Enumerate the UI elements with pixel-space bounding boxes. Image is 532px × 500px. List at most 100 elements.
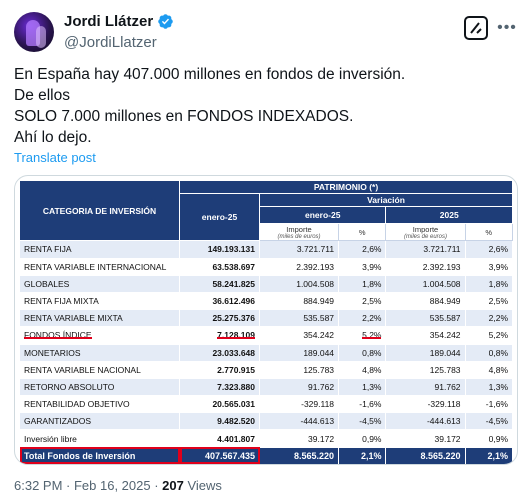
cell-text: 125.783 xyxy=(303,364,335,375)
cell-text: 2.392.193 xyxy=(296,261,335,272)
tweet-header: Jordi Llátzer @JordiLlatzer ••• xyxy=(14,10,518,54)
cell-text: Total Fondos de Inversión xyxy=(24,450,136,461)
grok-icon[interactable] xyxy=(464,16,488,40)
cell-pct1: 2,6% xyxy=(338,240,387,259)
cell-pct2: 2,5% xyxy=(464,291,514,311)
cell-imp1: 3.721.711 xyxy=(258,240,340,259)
author-handle[interactable]: @JordiLlatzer xyxy=(64,34,157,51)
table-row: RENTA VARIABLE INTERNACIONAL 63.538.697 2.… xyxy=(19,257,514,276)
category-header: CATEGORIA DE INVERSIÓN xyxy=(19,179,180,242)
cell-pct1: -4,5% xyxy=(338,412,387,431)
verified-badge-icon xyxy=(158,14,173,29)
cell-text: 2,2% xyxy=(488,313,508,324)
cell-text: -329.118 xyxy=(427,399,461,410)
cell-cat: GLOBALES xyxy=(19,274,180,293)
cell-text: 2.392.193 xyxy=(422,261,461,272)
cell-pct2: 1,8% xyxy=(464,274,514,293)
cell-total: 9.482.520 xyxy=(179,412,260,431)
cell-cat: GARANTIZADOS xyxy=(19,412,180,431)
cell-imp1: 125.783 xyxy=(258,360,340,379)
cell-text: 7.128.109 xyxy=(217,330,255,341)
cell-imp1: 2.392.193 xyxy=(258,257,340,276)
cell-text: 0,9% xyxy=(362,433,382,444)
cell-pct2: 1,3% xyxy=(464,377,514,397)
cell-imp2: 884.949 xyxy=(385,291,466,311)
cell-text: 4,8% xyxy=(362,364,382,375)
cell-cat: RENTABILIDAD OBJETIVO xyxy=(19,395,180,414)
cell-text: 25.275.376 xyxy=(212,313,255,324)
cell-text: -444.613 xyxy=(300,416,335,427)
cell-cat: RENTA FIJA xyxy=(19,240,180,259)
cell-text: 3,9% xyxy=(362,261,382,272)
enero-header: enero-25 xyxy=(179,192,260,242)
cell-cat: RETORNO ABSOLUTO xyxy=(19,377,180,397)
var-enero-header: enero-25 xyxy=(258,205,387,225)
cell-text: 4.401.807 xyxy=(217,433,255,444)
cell-text: 2,5% xyxy=(488,296,508,307)
cell-text: 1.004.508 xyxy=(296,278,335,289)
table-row: RETORNO ABSOLUTO 7.323.880 91.762 1,3% 91.76… xyxy=(19,377,514,397)
cell-cat: RENTA FIJA MIXTA xyxy=(19,291,180,311)
cell-text: 1.004.508 xyxy=(422,278,461,289)
cell-pct2: 0,8% xyxy=(464,343,514,362)
cell-text: 91.762 xyxy=(308,381,335,392)
cell-text: 63.538.697 xyxy=(212,261,255,272)
cell-cat: Inversión libre xyxy=(19,429,180,448)
cell-imp2: -444.613 xyxy=(385,412,466,431)
translate-post-link[interactable]: Translate post xyxy=(14,150,96,165)
tweet-line-1: En España hay 407.000 millones en fondos… xyxy=(14,66,406,83)
cell-text: 189.044 xyxy=(303,347,335,358)
views-label: Views xyxy=(183,478,222,493)
cell-total: 4.401.807 xyxy=(179,429,260,448)
cell-text: -4,5% xyxy=(359,416,382,427)
cell-text: 2,6% xyxy=(488,244,508,255)
cell-text: 1,3% xyxy=(488,381,508,392)
cell-pct1: 1,3% xyxy=(338,377,387,397)
cell-pct1: 2,2% xyxy=(338,309,387,328)
cell-text: 2,5% xyxy=(362,296,382,307)
display-name[interactable]: Jordi Llátzer xyxy=(64,13,154,30)
cell-text: 91.762 xyxy=(434,381,461,392)
cell-total: 23.033.648 xyxy=(179,343,260,362)
table-row: Inversión libre 4.401.807 39.172 0,9% 39.172… xyxy=(19,429,514,448)
cell-text: RETORNO ABSOLUTO xyxy=(24,381,115,392)
cell-pct2: -4,5% xyxy=(464,412,514,431)
cell-imp2: 354.242 xyxy=(385,326,466,345)
cell-text: 2.770.915 xyxy=(217,364,255,375)
cell-total: 63.538.697 xyxy=(179,257,260,276)
cell-text: -1,6% xyxy=(359,399,382,410)
cell-text: 7.323.880 xyxy=(217,381,255,392)
avatar[interactable] xyxy=(14,12,54,52)
tweet-image[interactable]: CATEGORIA DE INVERSIÓN PATRIMONIO (*) en… xyxy=(14,175,518,465)
cell-text: 125.783 xyxy=(429,364,461,375)
var-year-header: 2025 xyxy=(385,205,513,225)
cell-pct2: 5,2% xyxy=(464,326,514,345)
cell-text: 535.587 xyxy=(429,313,461,324)
table-row: RENTA VARIABLE MIXTA 25.275.376 535.587 2,2… xyxy=(19,309,514,328)
tweet-timestamp[interactable]: 6:32 PM · Feb 16, 2025 · xyxy=(14,478,163,493)
cell-total: 149.193.131 xyxy=(179,240,260,259)
cell-pct2: 2,1% xyxy=(464,446,514,464)
cell-text: 407.567.435 xyxy=(204,450,255,461)
more-options-icon[interactable]: ••• xyxy=(497,19,517,36)
tweet-line-3: SOLO 7.000 millones en FONDOS INDEXADOS. xyxy=(14,108,354,125)
cell-pct2: 0,9% xyxy=(464,429,514,448)
author-name-row[interactable]: Jordi Llátzer xyxy=(64,13,174,30)
importe-header-2: Importe (miles de euros) xyxy=(385,223,466,242)
pct-header-2: % xyxy=(464,223,514,242)
cell-text: 4,8% xyxy=(488,364,508,375)
table-row: FONDOS ÍNDICE 7.128.109 354.242 5,2% 354.242… xyxy=(19,326,514,345)
cell-total: 7.323.880 xyxy=(179,377,260,397)
cell-imp1: 535.587 xyxy=(258,309,340,328)
cell-text: 3.721.711 xyxy=(296,244,335,255)
cell-text: GARANTIZADOS xyxy=(24,416,92,427)
cell-cat: FONDOS ÍNDICE xyxy=(19,326,180,345)
cell-imp1: -329.118 xyxy=(258,395,340,414)
cell-pct2: 2,6% xyxy=(464,240,514,259)
cell-text: Inversión libre xyxy=(24,433,77,444)
cell-pct2: -1,6% xyxy=(464,395,514,414)
table-row: GLOBALES 58.241.825 1.004.508 1,8% 1.004.508… xyxy=(19,274,514,293)
tweet-meta: 6:32 PM · Feb 16, 2025 · 207 Views xyxy=(14,478,222,493)
cell-imp2: 91.762 xyxy=(385,377,466,397)
cell-imp2: 2.392.193 xyxy=(385,257,466,276)
